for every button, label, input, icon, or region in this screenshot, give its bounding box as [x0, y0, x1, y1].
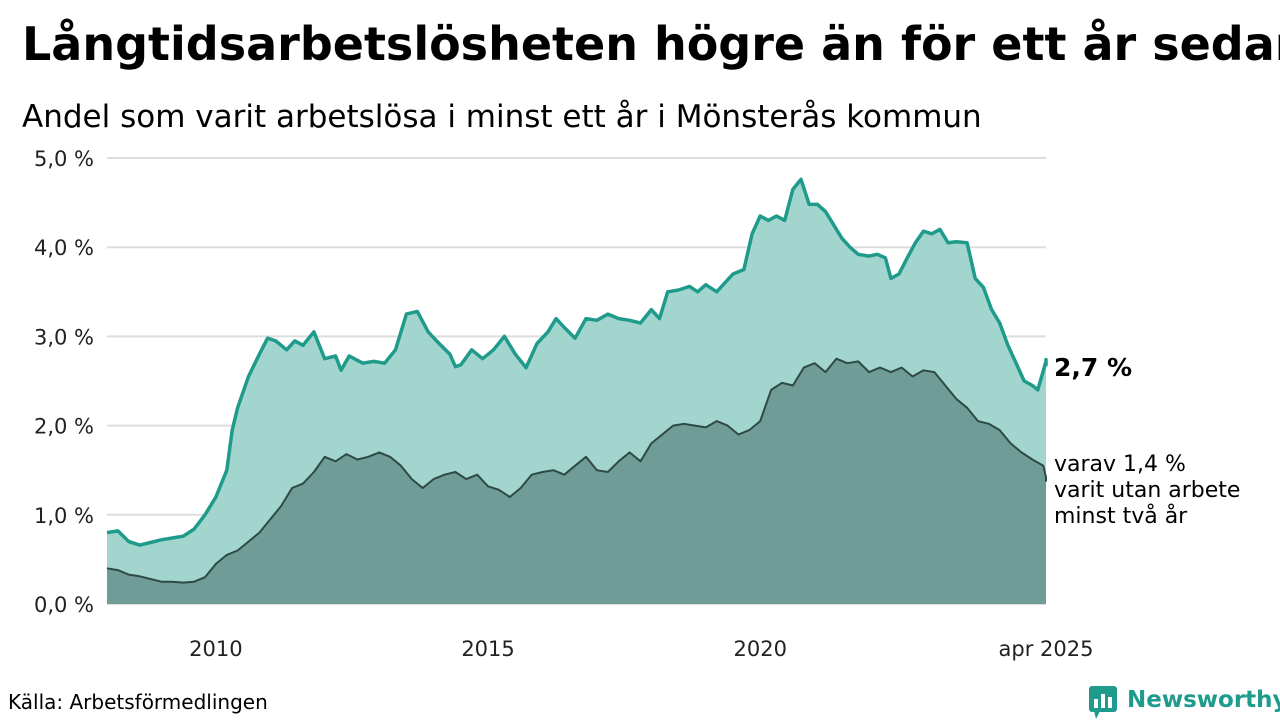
y-tick-label: 3,0 %: [34, 325, 94, 349]
series-2-line: [106, 357, 1047, 584]
chart-title: Långtidsarbetslösheten högre än för ett …: [22, 17, 1280, 71]
x-axis-ticks: 2010 2015 2020 apr 2025: [189, 637, 1093, 661]
x-tick-label: 2015: [461, 637, 514, 661]
plot-area: [106, 177, 1048, 604]
x-tick-label: 2020: [733, 637, 786, 661]
y-tick-label: 1,0 %: [34, 504, 94, 528]
brand-name: Newsworthy: [1127, 687, 1280, 713]
y-tick-label: 2,0 %: [34, 415, 94, 439]
series-1-line: [106, 177, 1048, 547]
x-tick-label: 2010: [189, 637, 242, 661]
end-value-label: 2,7 %: [1054, 353, 1132, 382]
source-label: Källa: Arbetsförmedlingen: [8, 690, 268, 714]
note-line-2: varit utan arbete: [1054, 478, 1240, 503]
brand-logo: Newsworthy: [1089, 686, 1280, 719]
y-axis-ticks: 0,0 % 1,0 % 2,0 % 3,0 % 4,0 % 5,0 %: [34, 147, 94, 617]
y-tick-label: 0,0 %: [34, 593, 94, 617]
bar-chart-logo-icon: [1089, 686, 1117, 719]
series-2-area: [107, 358, 1046, 604]
y-tick-label: 4,0 %: [34, 236, 94, 260]
chart-subtitle: Andel som varit arbetslösa i minst ett å…: [22, 99, 982, 135]
y-tick-label: 5,0 %: [34, 147, 94, 171]
note-line-3: minst två år: [1054, 503, 1188, 529]
note-line-1: varav 1,4 %: [1054, 452, 1186, 477]
x-tick-label: apr 2025: [999, 637, 1094, 661]
